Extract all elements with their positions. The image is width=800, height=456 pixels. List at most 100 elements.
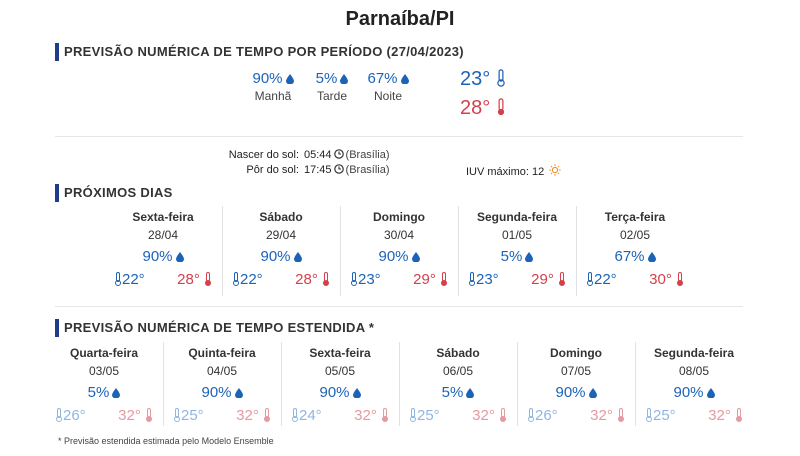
section-heading-periodo: PREVISÃO NUMÉRICA DE TEMPO POR PERÍODO (… bbox=[55, 43, 464, 61]
page-title: Parnaíba/PI bbox=[345, 8, 455, 30]
day-name: Sábado bbox=[259, 210, 303, 224]
rain-drop-icon bbox=[706, 388, 715, 398]
day-temps: 22° 28° bbox=[104, 271, 222, 291]
period-pct: 90% bbox=[248, 70, 298, 87]
period-manha: 90% Manhã bbox=[248, 70, 298, 103]
thermometer-hot-icon bbox=[146, 408, 152, 422]
day-temps: 25° 32° bbox=[635, 407, 753, 427]
thermometer-cold-icon bbox=[233, 272, 239, 286]
day-precip: 5% bbox=[399, 384, 517, 401]
rain-drop-icon bbox=[588, 388, 597, 398]
day-precip: 90% bbox=[281, 384, 399, 401]
day-temps: 25° 32° bbox=[399, 407, 517, 427]
day-tmax: 30° bbox=[649, 271, 684, 288]
day-tmin: 23° bbox=[468, 271, 499, 288]
day-name: Sábado bbox=[436, 346, 480, 360]
clock-icon bbox=[333, 149, 344, 159]
rain-drop-icon bbox=[293, 252, 302, 262]
nascer-label: Nascer do sol: bbox=[228, 149, 299, 161]
thermometer-hot-icon bbox=[559, 272, 565, 286]
day-precip: 90% bbox=[517, 384, 635, 401]
footnote: * Previsão estendida estimada pelo Model… bbox=[58, 436, 274, 446]
column-divider bbox=[399, 342, 400, 426]
rain-drop-icon bbox=[340, 74, 349, 84]
day-temps: 22° 30° bbox=[576, 271, 694, 291]
thermometer-cold-icon bbox=[292, 408, 298, 422]
thermometer-cold-icon bbox=[174, 408, 180, 422]
day-card: Sábado 29/04 90% 22° 28° bbox=[222, 210, 340, 291]
day-tmax: 32° bbox=[708, 407, 743, 424]
day-temps: 24° 32° bbox=[281, 407, 399, 427]
day-date: 07/05 bbox=[560, 364, 592, 378]
rain-drop-icon bbox=[525, 252, 534, 262]
day-precip: 67% bbox=[576, 248, 694, 265]
thermometer-hot-icon bbox=[323, 272, 329, 286]
divider bbox=[55, 136, 743, 137]
day-card: Quinta-feira 04/05 90% 25° 32° bbox=[163, 346, 281, 427]
column-divider bbox=[281, 342, 282, 426]
day-tmin: 25° bbox=[173, 407, 204, 424]
day-date: 03/05 bbox=[88, 364, 120, 378]
nascer-value: 05:44 (Brasília) bbox=[304, 149, 390, 161]
period-label: Tarde bbox=[316, 89, 348, 103]
day-card: Segunda-feira 08/05 90% 25° 32° bbox=[635, 346, 753, 427]
period-label: Noite bbox=[373, 89, 402, 103]
por-label: Pôr do sol: bbox=[246, 164, 299, 176]
day-tmax: 28° bbox=[177, 271, 212, 288]
day-card: Domingo 07/05 90% 26° 32° bbox=[517, 346, 635, 427]
day-date: 06/05 bbox=[442, 364, 474, 378]
day-tmin: 22° bbox=[232, 271, 263, 288]
thermometer-hot-icon bbox=[441, 272, 447, 286]
day-tmax: 32° bbox=[590, 407, 625, 424]
day-name: Sexta-feira bbox=[309, 346, 371, 360]
column-divider bbox=[458, 206, 459, 296]
day-temps: 22° 28° bbox=[222, 271, 340, 291]
thermometer-hot-icon bbox=[500, 408, 506, 422]
day-temps: 26° 32° bbox=[45, 407, 163, 427]
day-card: Sexta-feira 05/05 90% 24° 32° bbox=[281, 346, 399, 427]
day-precip: 90% bbox=[340, 248, 458, 265]
day-tmin: 25° bbox=[409, 407, 440, 424]
period-pct: 67% bbox=[363, 70, 413, 87]
day-temps: 26° 32° bbox=[517, 407, 635, 427]
day-name: Segunda-feira bbox=[476, 210, 557, 224]
day-precip: 5% bbox=[458, 248, 576, 265]
thermometer-cold-icon bbox=[646, 408, 652, 422]
day-name: Sexta-feira bbox=[132, 210, 194, 224]
day-date: 01/05 bbox=[501, 228, 533, 242]
day-card: Segunda-feira 01/05 5% 23° 29° bbox=[458, 210, 576, 291]
day-card: Domingo 30/04 90% 23° 29° bbox=[340, 210, 458, 291]
por-value: 17:45 (Brasília) bbox=[304, 164, 390, 176]
thermometer-hot-icon bbox=[618, 408, 624, 422]
period-tarde: 5% Tarde bbox=[307, 70, 357, 103]
thermometer-hot-icon bbox=[497, 98, 504, 116]
rain-drop-icon bbox=[400, 74, 409, 84]
day-name: Terça-feira bbox=[604, 210, 666, 224]
thermometer-cold-icon bbox=[528, 408, 534, 422]
period-pct: 5% bbox=[307, 70, 357, 87]
thermometer-hot-icon bbox=[677, 272, 683, 286]
period-label: Manhã bbox=[254, 89, 292, 103]
day-temps: 23° 29° bbox=[340, 271, 458, 291]
rain-drop-icon bbox=[175, 252, 184, 262]
day-tmin: 25° bbox=[645, 407, 676, 424]
day-tmax: 29° bbox=[413, 271, 448, 288]
day-temps: 25° 32° bbox=[163, 407, 281, 427]
column-divider bbox=[340, 206, 341, 296]
thermometer-hot-icon bbox=[205, 272, 211, 286]
clock-icon bbox=[333, 164, 344, 174]
section-heading-proximos: PRÓXIMOS DIAS bbox=[55, 184, 173, 202]
day-card: Sábado 06/05 5% 25° 32° bbox=[399, 346, 517, 427]
thermometer-cold-icon bbox=[469, 272, 475, 286]
day-date: 29/04 bbox=[265, 228, 297, 242]
thermometer-cold-icon bbox=[115, 272, 121, 286]
column-divider bbox=[635, 342, 636, 426]
day-card: Terça-feira 02/05 67% 22° 30° bbox=[576, 210, 694, 291]
day-tmin: 23° bbox=[350, 271, 381, 288]
iuv-max: IUV máximo: 12 bbox=[466, 164, 563, 178]
rain-drop-icon bbox=[411, 252, 420, 262]
day-tmax: 29° bbox=[531, 271, 566, 288]
day-date: 05/05 bbox=[324, 364, 356, 378]
day-card: Sexta-feira 28/04 90% 22° 28° bbox=[104, 210, 222, 291]
day-name: Segunda-feira bbox=[653, 346, 734, 360]
